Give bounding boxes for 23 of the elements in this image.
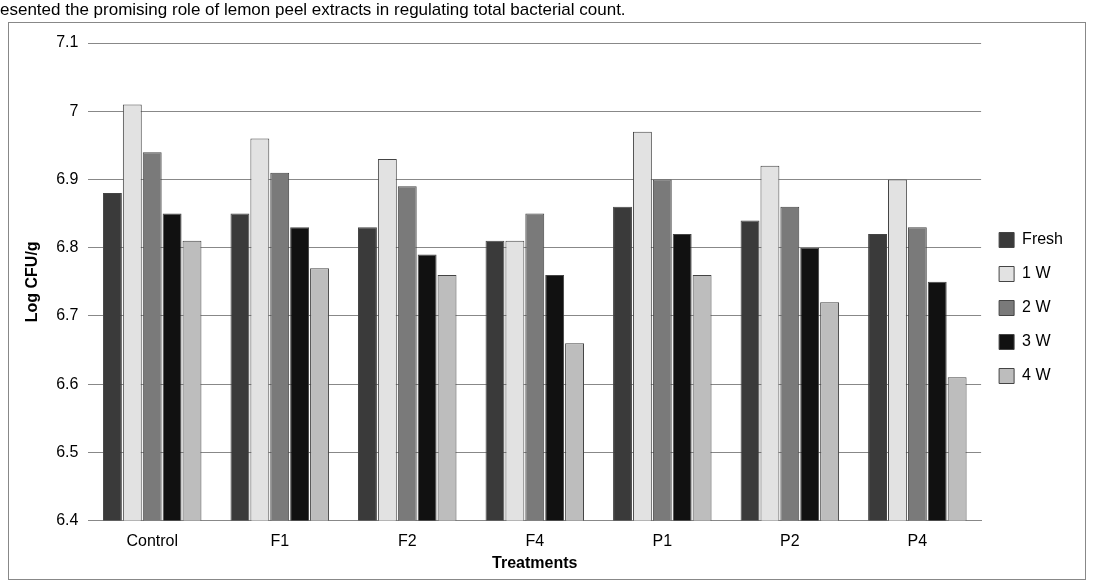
y-tick-label: 6.7 xyxy=(56,306,79,324)
text: esented the promising role of lemon peel extracts in regulating total bacterial count. xyxy=(0,0,627,21)
y-tick-label: 6.9 xyxy=(56,169,79,187)
y-axis-title: Log CFU/g xyxy=(23,241,41,323)
x-tick-label: P1 xyxy=(652,531,673,549)
legend-label: 1 W xyxy=(1022,264,1052,282)
y-tick-label: 6.5 xyxy=(56,442,79,460)
x-tick-label: Control xyxy=(126,531,178,549)
x-tick-label: P2 xyxy=(780,531,800,549)
legend-label: 2 W xyxy=(1022,298,1052,316)
legend-label: 3 W xyxy=(1022,332,1052,350)
x-tick-label: F4 xyxy=(525,531,545,549)
y-tick-label: 6.8 xyxy=(56,238,79,256)
y-tick-label: 7.1 xyxy=(56,33,79,51)
x-tick-label: F2 xyxy=(397,531,417,549)
x-axis-title: Treatments xyxy=(492,553,578,571)
legend-label: Fresh xyxy=(1022,230,1064,248)
y-tick-label: 7 xyxy=(69,101,79,119)
y-tick-label: 6.6 xyxy=(56,374,79,392)
y-tick-label: 6.4 xyxy=(56,511,79,529)
x-tick-label: F1 xyxy=(270,531,290,549)
legend-label: 4 W xyxy=(1022,366,1052,384)
x-tick-label: P4 xyxy=(907,531,928,549)
